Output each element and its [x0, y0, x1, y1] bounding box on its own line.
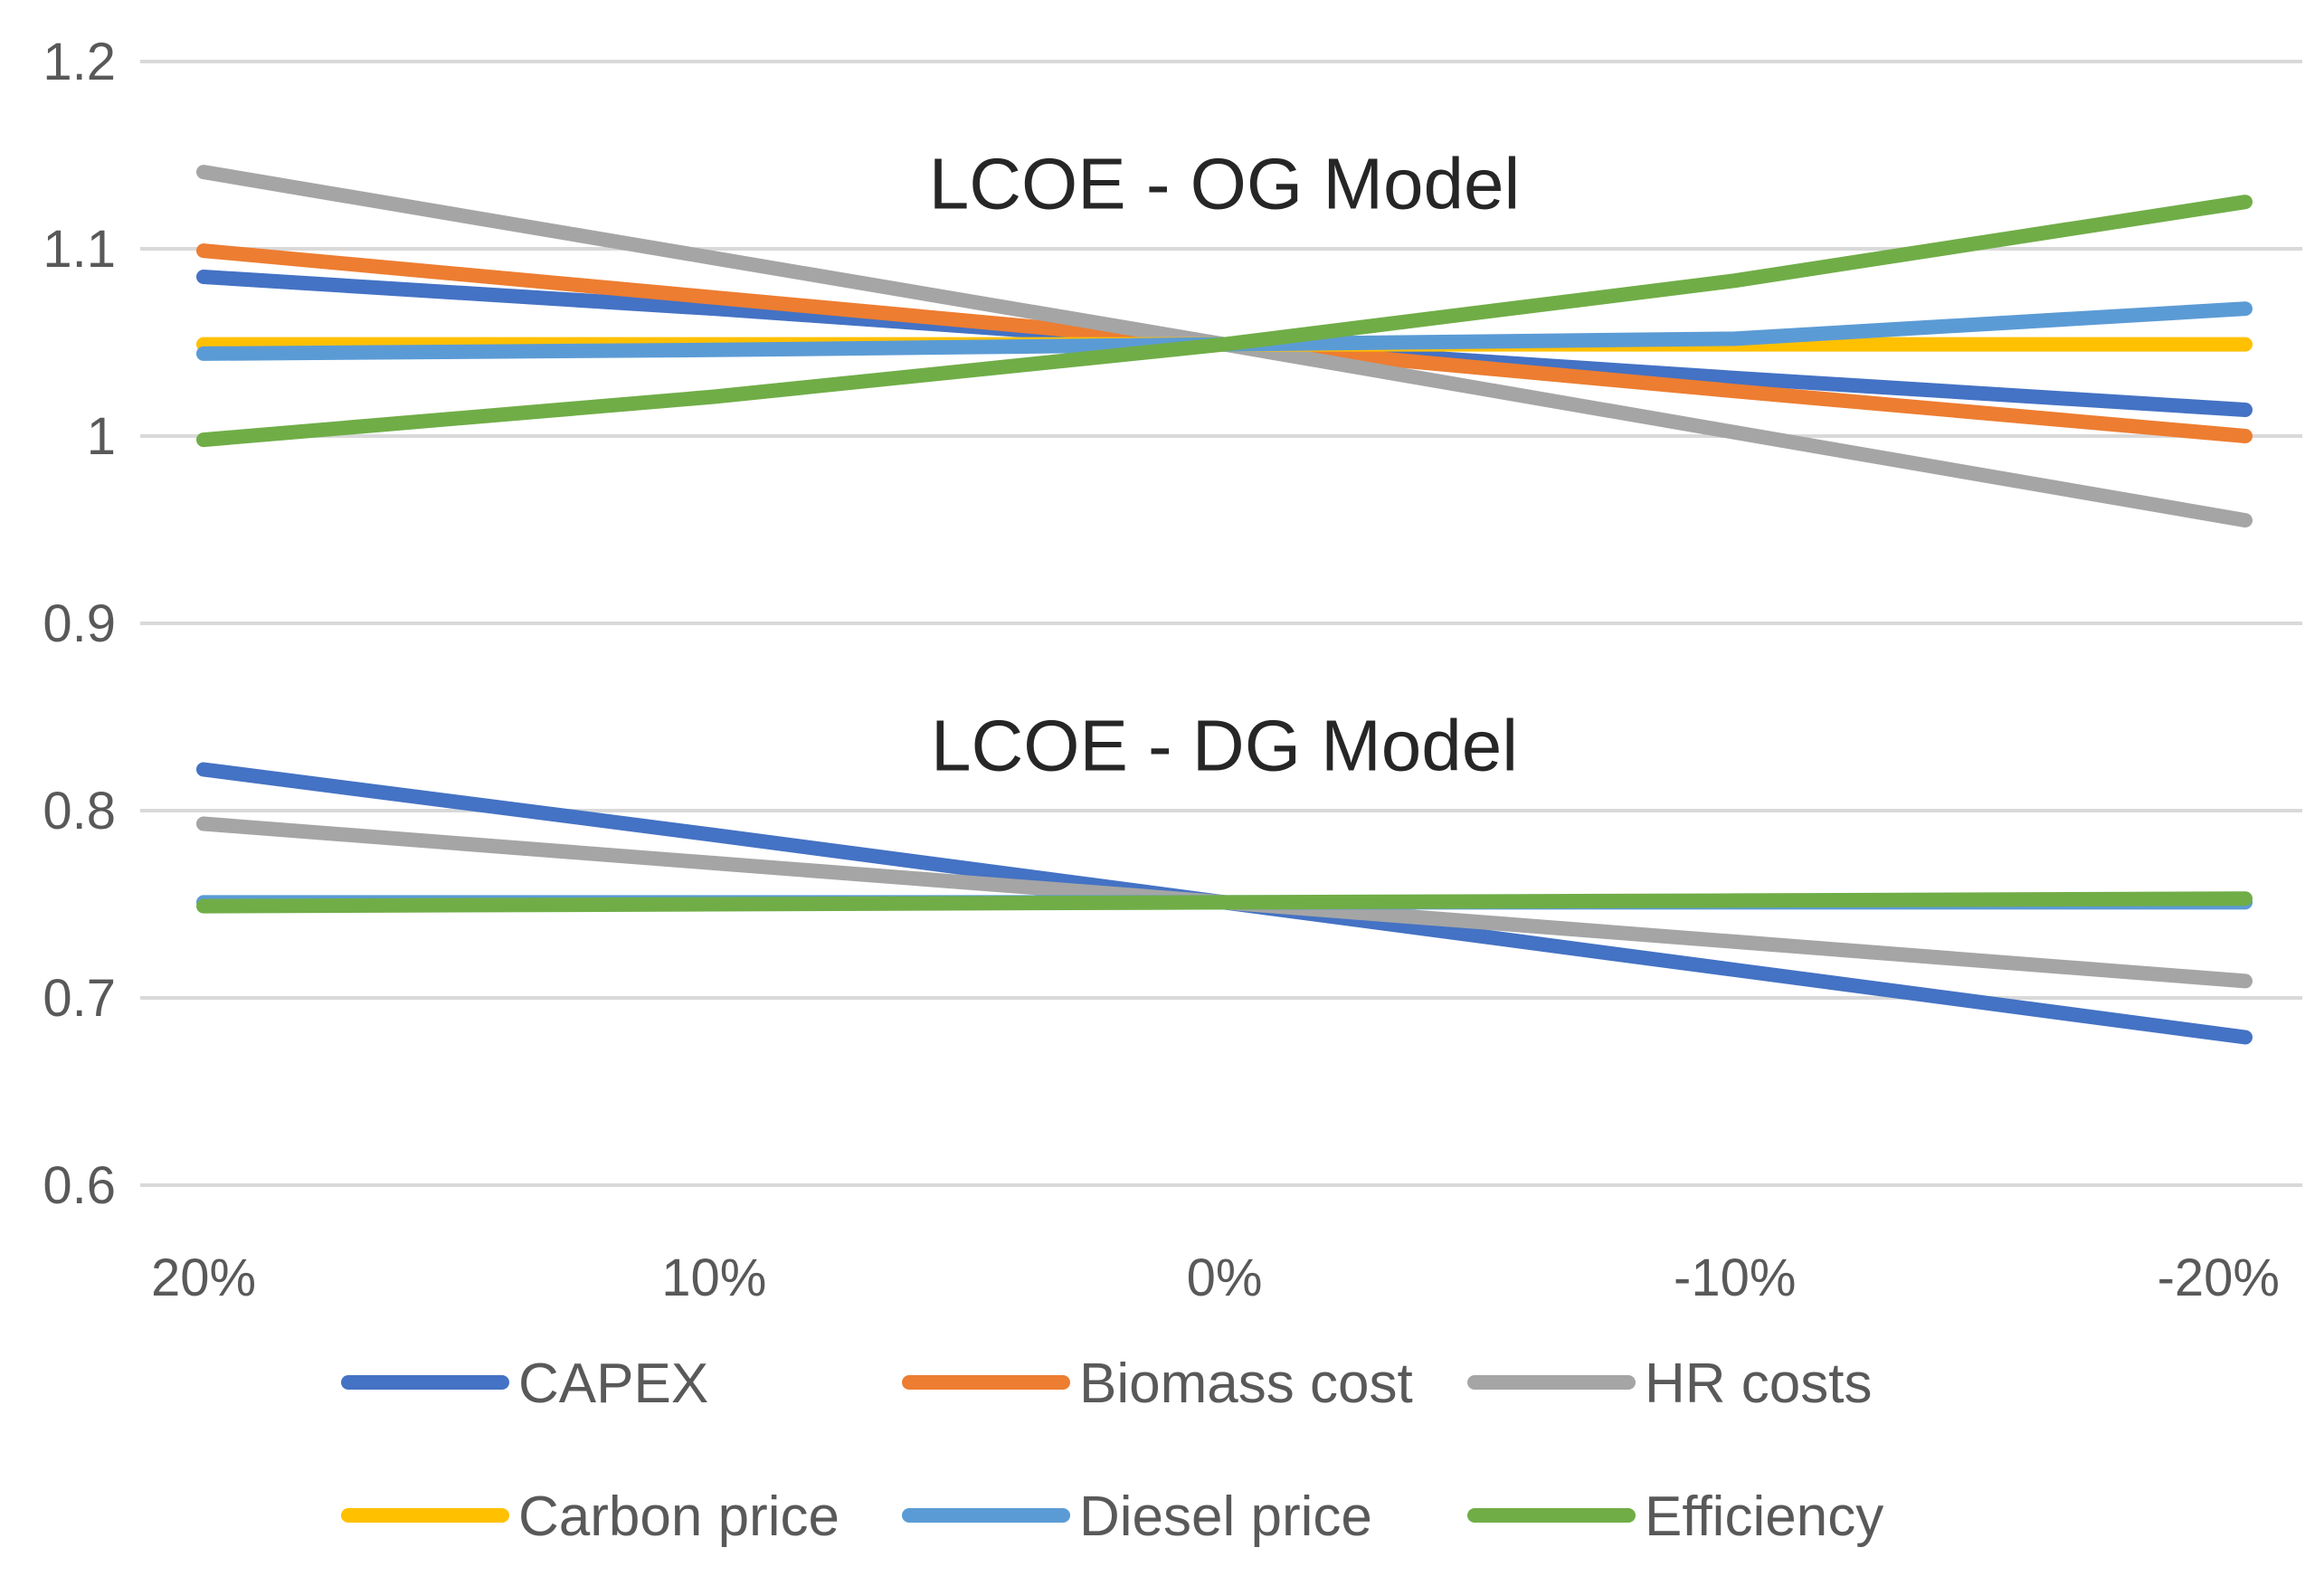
legend-label-diesel-price: Diesel price	[1079, 1486, 1372, 1548]
y-tick-label: 0.8	[43, 782, 116, 840]
legend: CAPEX Biomass cost HR costs Carbon price Die…	[341, 1353, 1883, 1548]
legend-item-biomass-cost: Biomass cost	[902, 1353, 1413, 1415]
y-tick-label: 1.2	[43, 33, 116, 91]
series-line-dg-efficiency	[196, 891, 2253, 914]
x-axis-ticks: 20% 10% 0% -10% -20%	[151, 1248, 2280, 1307]
y-axis-ticks: 0.6 0.7 0.8 0.9 1 1.1 1.2	[43, 33, 116, 1215]
y-tick-label: 0.6	[43, 1156, 116, 1215]
series-lines	[196, 165, 2253, 1045]
annotation-lcoe-og-model: LCOE - OG Model	[929, 144, 1521, 224]
x-tick-label: 20%	[151, 1248, 256, 1307]
legend-item-capex: CAPEX	[341, 1353, 708, 1415]
series-line-og-efficiency	[196, 195, 2253, 448]
annotations: LCOE - OG Model LCOE - DG Model	[929, 144, 1521, 786]
y-tick-label: 1.1	[43, 220, 116, 279]
legend-label-capex: CAPEX	[518, 1353, 708, 1415]
legend-item-hr-costs: HR costs	[1467, 1353, 1872, 1415]
y-tick-label: 0.9	[43, 594, 116, 653]
legend-label-hr-costs: HR costs	[1645, 1353, 1872, 1415]
legend-label-efficiency: Efficiency	[1645, 1486, 1883, 1548]
y-tick-label: 1	[87, 407, 116, 466]
x-tick-label: 0%	[1187, 1248, 1263, 1307]
annotation-lcoe-dg-model: LCOE - DG Model	[931, 706, 1518, 786]
legend-item-carbon-price: Carbon price	[341, 1486, 839, 1548]
y-tick-label: 0.7	[43, 969, 116, 1028]
legend-label-biomass-cost: Biomass cost	[1079, 1353, 1413, 1415]
x-tick-label: 10%	[661, 1248, 766, 1307]
x-tick-label: -20%	[2158, 1248, 2280, 1307]
legend-item-diesel-price: Diesel price	[902, 1486, 1372, 1548]
legend-label-carbon-price: Carbon price	[518, 1486, 839, 1548]
gridlines	[140, 60, 2302, 1187]
x-tick-label: -10%	[1674, 1248, 1796, 1307]
legend-item-efficiency: Efficiency	[1467, 1486, 1883, 1548]
